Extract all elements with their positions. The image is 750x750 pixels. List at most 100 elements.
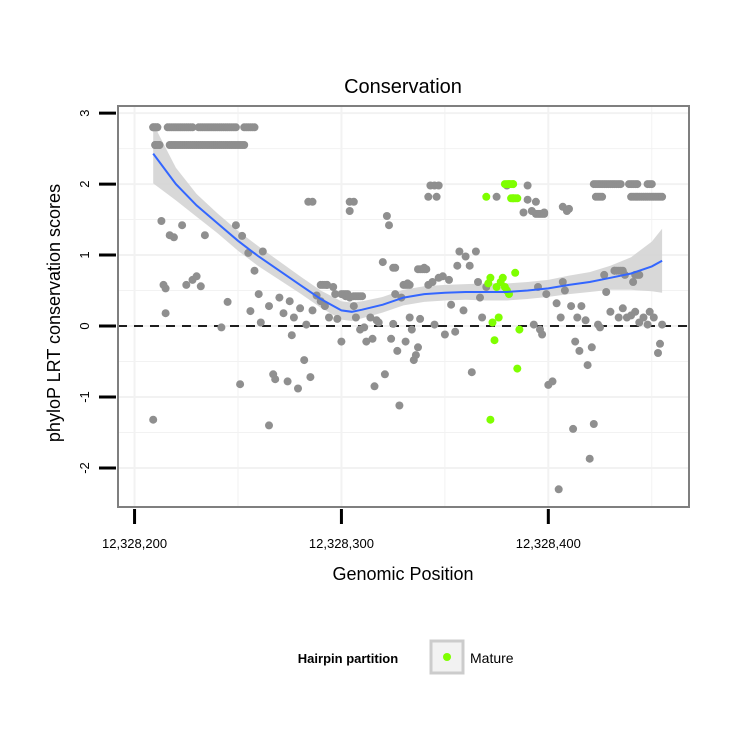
data-point: [540, 208, 549, 217]
data-points: [149, 123, 667, 494]
x-axis: 12,328,200 12,328,300 12,328,400: [102, 509, 581, 551]
data-point: [250, 266, 259, 275]
data-point: [416, 314, 425, 323]
data-point-mature: [486, 415, 495, 424]
data-point: [320, 302, 329, 311]
data-point: [467, 368, 476, 377]
data-point: [403, 279, 412, 288]
data-point: [368, 334, 377, 343]
data-point: [492, 192, 501, 201]
data-point: [258, 247, 267, 256]
data-point-mature: [490, 336, 499, 345]
data-point: [333, 314, 342, 323]
y-tick-label: 1: [77, 251, 92, 258]
data-point: [420, 263, 429, 272]
data-point: [519, 208, 528, 217]
smooth-curve: [152, 153, 663, 313]
data-point: [523, 181, 532, 190]
data-point: [658, 192, 667, 201]
chart-title: Conservation: [344, 76, 462, 98]
data-point: [308, 306, 317, 315]
data-point: [453, 261, 462, 270]
data-point: [440, 330, 449, 339]
data-point: [238, 231, 247, 240]
data-point: [366, 313, 375, 322]
data-point: [196, 282, 205, 291]
x-tick-label: 12,328,400: [516, 536, 581, 551]
data-point: [331, 290, 340, 299]
data-point: [465, 261, 474, 270]
data-point: [600, 270, 609, 279]
data-point: [445, 275, 453, 284]
data-point: [380, 370, 389, 379]
data-point-mature: [511, 268, 520, 277]
data-point: [645, 307, 654, 316]
data-point: [161, 309, 170, 318]
data-point: [575, 346, 584, 355]
data-point-mature: [482, 192, 491, 201]
data-point: [461, 252, 470, 261]
data-point: [523, 195, 532, 204]
x-tick-label: 12,328,300: [309, 536, 374, 551]
data-point: [393, 346, 402, 355]
data-point: [451, 327, 460, 336]
legend-key-box: [429, 639, 465, 675]
data-point: [562, 207, 571, 215]
data-point: [581, 316, 590, 325]
data-point: [153, 123, 162, 132]
data-point: [447, 300, 456, 309]
data-point: [265, 302, 273, 311]
data-point: [438, 272, 447, 281]
data-point: [325, 313, 333, 322]
data-point: [573, 313, 582, 322]
data-point: [596, 323, 604, 332]
data-point: [633, 180, 642, 189]
data-point: [430, 320, 439, 329]
data-point: [616, 180, 625, 189]
data-point: [157, 217, 166, 225]
data-point: [349, 197, 358, 206]
data-point: [345, 207, 354, 215]
data-point: [200, 231, 209, 240]
data-point: [459, 306, 468, 315]
data-point: [585, 454, 594, 463]
data-point: [378, 258, 387, 267]
data-point: [658, 320, 667, 329]
data-point-mature: [509, 194, 518, 203]
data-point: [296, 304, 305, 313]
data-point: [548, 377, 557, 386]
data-point: [240, 141, 249, 149]
data-point: [647, 180, 656, 189]
data-point: [337, 337, 346, 346]
data-point: [639, 313, 648, 322]
data-point: [531, 197, 540, 206]
y-tick-label: -1: [77, 391, 92, 403]
data-point: [155, 141, 164, 149]
data-point: [474, 278, 482, 286]
data-point: [231, 221, 240, 230]
y-axis: -2 -1 0 1 2 3: [77, 109, 116, 474]
data-point: [345, 293, 354, 302]
data-point: [256, 318, 265, 327]
data-point: [358, 292, 367, 301]
data-point: [182, 280, 191, 289]
data-point: [643, 320, 652, 329]
data-point: [285, 297, 294, 306]
data-point: [602, 288, 611, 296]
data-point: [649, 313, 658, 322]
data-point: [424, 192, 433, 201]
y-tick-label: 2: [77, 180, 92, 187]
data-point: [583, 361, 592, 370]
data-point: [610, 266, 619, 275]
data-point: [567, 302, 576, 311]
data-point: [250, 123, 259, 132]
data-point: [455, 247, 464, 256]
data-point: [385, 221, 393, 230]
data-point: [587, 343, 596, 352]
data-point: [217, 323, 226, 332]
data-point-mature: [486, 273, 495, 282]
data-point: [300, 356, 309, 365]
data-point: [370, 382, 379, 391]
data-point: [236, 380, 245, 389]
data-point: [265, 421, 273, 430]
